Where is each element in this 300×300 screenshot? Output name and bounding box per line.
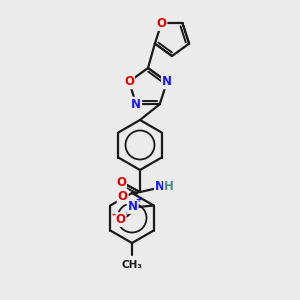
Text: O: O — [116, 213, 126, 226]
Text: N: N — [131, 98, 141, 111]
Text: -: - — [112, 209, 116, 220]
Text: +: + — [136, 195, 142, 204]
Text: O: O — [118, 190, 128, 203]
Text: N: N — [128, 200, 138, 213]
Text: O: O — [124, 75, 134, 88]
Text: O: O — [116, 176, 126, 188]
Text: O: O — [156, 17, 167, 30]
Text: H: H — [164, 181, 174, 194]
Text: N: N — [155, 181, 165, 194]
Text: CH₃: CH₃ — [122, 260, 142, 270]
Text: N: N — [162, 75, 172, 88]
